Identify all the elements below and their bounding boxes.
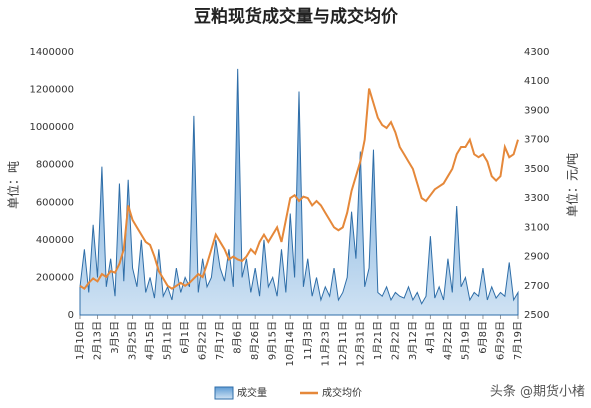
- legend-label: 成交量: [237, 386, 267, 399]
- y-tick-label: 400000: [36, 235, 74, 246]
- x-tick-label: 6月1日: [179, 321, 191, 354]
- y-tick-label: 800000: [36, 160, 74, 171]
- y2-tick-label: 3100: [524, 222, 549, 233]
- x-tick-label: 4月1日: [424, 321, 436, 354]
- price-line: [79, 88, 519, 291]
- y2-tick-label: 2900: [524, 252, 549, 263]
- x-tick-label: 10月14日: [284, 321, 296, 366]
- x-tick-label: 2月13日: [92, 321, 104, 360]
- x-tick-label: 1月10日: [74, 321, 86, 360]
- x-tick-label: 3月25日: [127, 321, 139, 360]
- y-tick-label: 1400000: [29, 47, 74, 58]
- y-tick-label: 1200000: [29, 85, 74, 96]
- volume-area: [79, 68, 519, 316]
- x-tick-label: 3月5日: [109, 321, 121, 354]
- legend-label: 成交均价: [322, 386, 362, 399]
- x-tick-label: 5月11日: [162, 321, 174, 360]
- x-tick-label: 2月22日: [389, 321, 401, 360]
- y2-tick-label: 3700: [524, 135, 549, 146]
- x-tick-label: 11月23日: [319, 321, 331, 366]
- x-tick-label: 7月17日: [214, 321, 226, 360]
- y2-tick-label: 3500: [524, 164, 549, 175]
- y2-tick-label: 3300: [524, 193, 549, 204]
- y2-tick-label: 2700: [524, 281, 549, 292]
- y2-tick-label: 2500: [524, 310, 549, 321]
- x-tick-label: 6月29日: [494, 321, 506, 360]
- y-tick-label: 1000000: [29, 122, 74, 133]
- x-tick-label: 3月12日: [407, 321, 419, 360]
- x-tick-label: 5月19日: [459, 321, 471, 360]
- watermark: 头条 @期货小楮: [490, 384, 585, 400]
- y2-tick-label: 3900: [524, 105, 549, 116]
- x-tick-label: 7月19日: [512, 321, 524, 360]
- y-tick-label: 0: [68, 310, 74, 321]
- x-tick-label: 1月21日: [372, 321, 384, 360]
- y-tick-label: 200000: [36, 272, 74, 283]
- x-tick-label: 12月11日: [337, 321, 349, 366]
- x-tick-label: 4月22日: [442, 321, 454, 360]
- y2-tick-label: 4300: [524, 47, 549, 58]
- y-axis-label: 单位：吨: [6, 161, 21, 209]
- y2-tick-label: 4100: [524, 76, 549, 87]
- x-tick-label: 8月6日: [232, 321, 244, 354]
- x-tick-label: 9月15日: [267, 321, 279, 360]
- x-tick-label: 11月3日: [302, 321, 314, 360]
- x-tick-label: 12月31日: [354, 321, 366, 366]
- x-tick-label: 6月8日: [477, 321, 489, 354]
- chart-title: 豆粕现货成交量与成交均价: [194, 6, 399, 27]
- legend-swatch: [214, 386, 234, 400]
- y-tick-label: 600000: [36, 197, 74, 208]
- x-tick-label: 6月22日: [197, 321, 209, 360]
- x-tick-label: 8月26日: [249, 321, 261, 360]
- y2-axis-label: 单位：元/吨: [565, 153, 580, 217]
- x-tick-label: 4月15日: [144, 321, 156, 360]
